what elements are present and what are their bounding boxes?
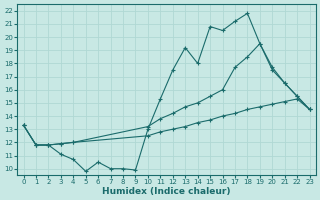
X-axis label: Humidex (Indice chaleur): Humidex (Indice chaleur) [102,187,231,196]
